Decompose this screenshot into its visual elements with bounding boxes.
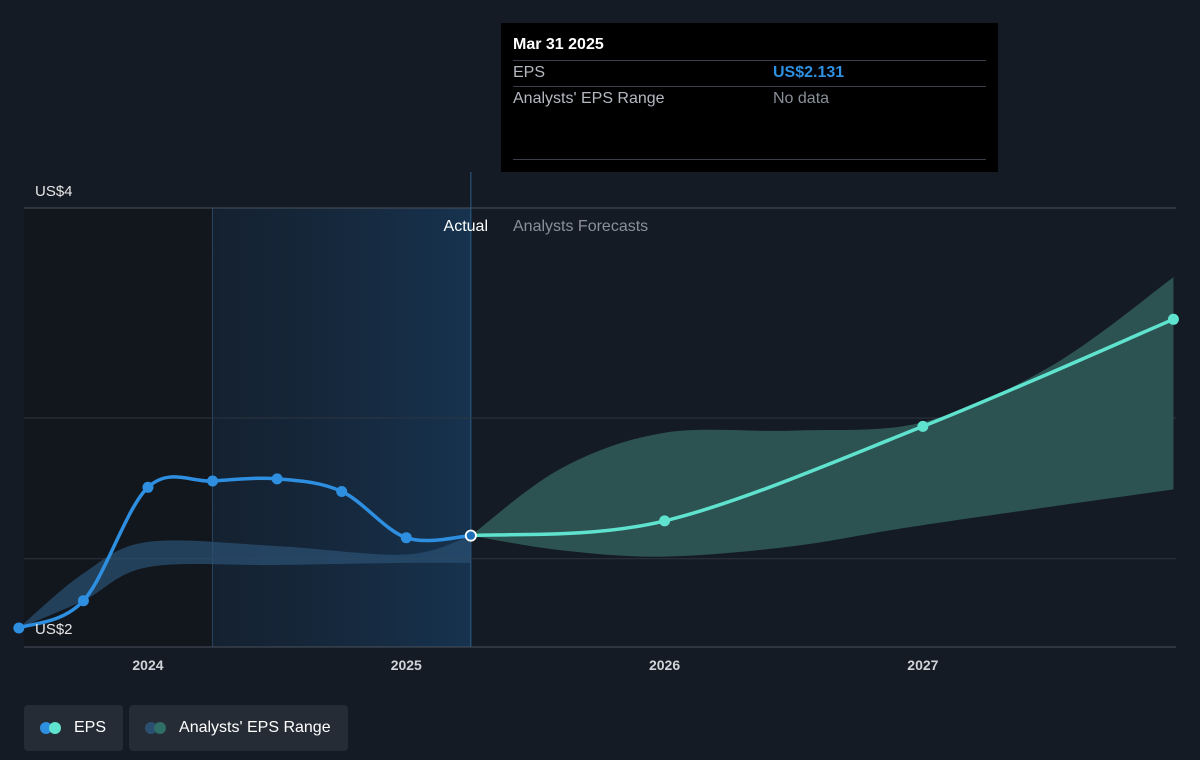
- eps-actual-point: [271, 473, 283, 485]
- legend-label-eps-range: Analysts' EPS Range: [179, 719, 331, 736]
- eps-forecast-point: [659, 515, 671, 527]
- x-tick-label-2025: 2025: [391, 657, 422, 673]
- range-swatch-icon: [145, 722, 169, 734]
- legend-item-eps[interactable]: EPS: [24, 705, 124, 751]
- eps-actual-point: [336, 486, 348, 497]
- legend-label-eps: EPS: [74, 719, 107, 736]
- x-tick-label-2026: 2026: [649, 657, 680, 673]
- actual-region-background: [212, 208, 471, 647]
- eps-forecast-point: [917, 420, 929, 432]
- y-axis-bottom-label: US$2: [35, 621, 73, 638]
- tooltip-divider: [513, 159, 986, 160]
- past-region-background: [24, 208, 213, 647]
- chart-legend: EPS Analysts' EPS Range: [24, 705, 348, 751]
- eps-actual-point: [207, 475, 219, 487]
- eps-actual-line: [17, 475, 473, 630]
- x-tick-label-2027: 2027: [907, 657, 938, 673]
- tooltip-row-eps: EPS US$2.131: [513, 60, 986, 86]
- eps-forecast-line: [469, 317, 1176, 538]
- x-tick-label-2024: 2024: [132, 657, 163, 673]
- tooltip-range-value: No data: [773, 90, 830, 107]
- actual-region-label: Actual: [444, 218, 488, 235]
- tooltip-eps-value: US$2.131: [773, 64, 845, 81]
- y-axis-top-label: US$4: [35, 183, 73, 200]
- tooltip-date: Mar 31 2025: [513, 36, 604, 53]
- forecast-region-label: Analysts Forecasts: [513, 218, 648, 235]
- eps-actual-point: [77, 595, 89, 607]
- tooltip-eps-label: EPS: [513, 64, 546, 81]
- eps-actual-point: [400, 532, 412, 544]
- tooltip-range-label: Analysts' EPS Range: [513, 90, 665, 107]
- eps-forecast-point: [1167, 313, 1179, 325]
- eps-actual-point: [13, 622, 25, 634]
- actual-eps-range-band: [18, 535, 471, 628]
- eps-highlight-point-core: [466, 531, 476, 540]
- eps-actual-point: [142, 481, 154, 493]
- data-tooltip: Mar 31 2025 EPS US$2.131 Analysts' EPS R…: [501, 23, 998, 172]
- tooltip-row-range: Analysts' EPS Range No data: [513, 86, 986, 112]
- eps-swatch-icon: [40, 722, 64, 734]
- forecast-eps-range-band: [470, 277, 1174, 557]
- legend-item-eps-range[interactable]: Analysts' EPS Range: [129, 705, 348, 751]
